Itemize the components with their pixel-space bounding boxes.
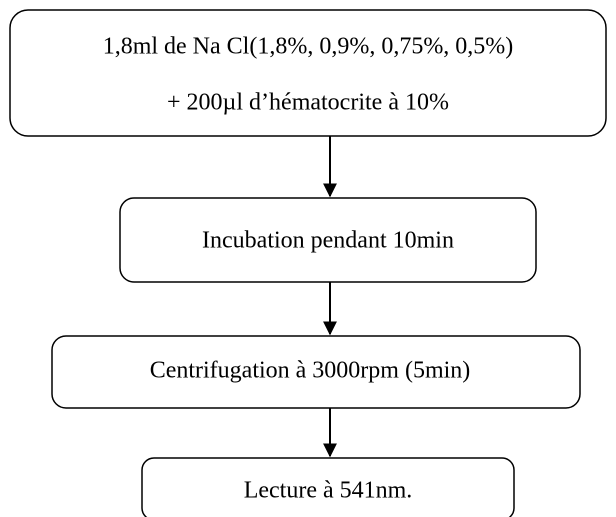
node-text: Centrifugation à 3000rpm (5min) (150, 358, 471, 384)
box (9, 9, 607, 137)
node-text: + 200µl d’hématocrite à 10% (167, 90, 449, 116)
node-text: Incubation pendant 10min (202, 228, 454, 254)
node-text: Lecture à 541nm. (244, 478, 413, 504)
box (141, 457, 515, 517)
box (51, 335, 581, 409)
node-text: 1,8ml de Na Cl(1,8%, 0,9%, 0,75%, 0,5%) (103, 34, 514, 60)
box (119, 197, 537, 283)
